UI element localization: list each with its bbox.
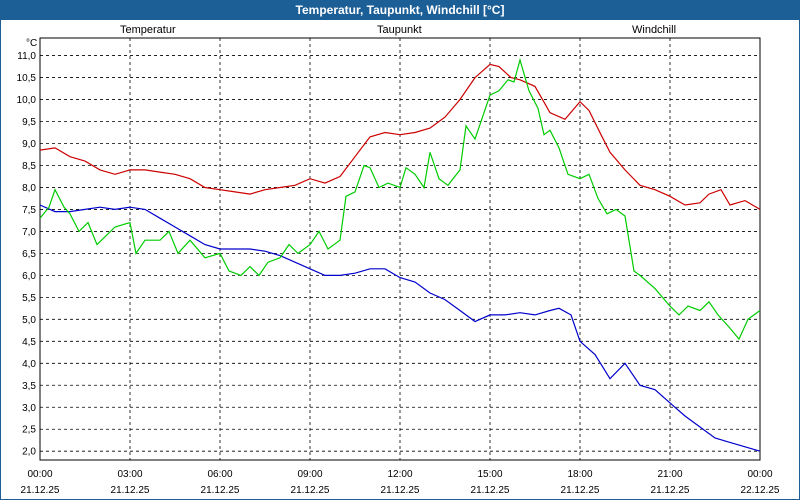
y-tick-label: 2,5 [22,425,36,436]
x-tick-date: 21.12.25 [651,485,690,496]
x-tick-date: 21.12.25 [201,485,240,496]
y-tick-label: 9,0 [22,139,36,150]
series-line-taupunkt [39,204,761,452]
y-tick-label: 5,0 [22,315,36,326]
y-tick-label: 7,5 [22,205,36,216]
y-tick-label: 4,0 [22,359,36,370]
legend-temperatur: Temperatur [120,24,176,36]
x-tick-time: 06:00 [207,469,232,480]
x-tick-date: 21.12.25 [111,485,150,496]
x-tick-time: 18:00 [567,469,592,480]
x-tick-time: 03:00 [117,469,142,480]
x-tick-date: 21.12.25 [471,485,510,496]
grid-lines [40,38,760,460]
y-tick-label: 5,5 [22,293,36,304]
y-tick-labels: 2,0 2,5 3,0 3,5 4,0 4,5 5,0 5,5 6,0 6,5 7,0 7,5 8,0 8… [17,51,37,458]
x-tick-time: 15:00 [477,469,502,480]
series-line-windchill [39,57,761,341]
y-tick-label: 10,5 [17,73,37,84]
y-tick-label: 3,5 [22,381,36,392]
y-tick-label: 8,5 [22,161,36,172]
y-tick-label: 6,5 [22,249,36,260]
legend-taupunkt: Taupunkt [377,24,422,36]
y-tick-label: 10,0 [17,95,37,106]
plot-area [39,37,761,461]
x-tick-time: 12:00 [387,469,412,480]
x-tick-time: 21:00 [657,469,682,480]
x-tick-time: 00:00 [747,469,772,480]
series-line-temperatur [39,63,761,210]
x-tick-date: 21.12.25 [381,485,420,496]
x-tick-date: 21.12.25 [291,485,330,496]
y-axis-unit: °C [26,38,38,49]
x-tick-time: 00:00 [27,469,52,480]
y-tick-label: 2,0 [22,447,36,458]
plot-border [39,37,761,461]
x-tick-date: 21.12.25 [561,485,600,496]
y-tick-label: 4,5 [22,337,36,348]
x-tick-labels: 00:00 21.12.25 03:00 21.12.25 06:00 21.12.25 0… [21,469,780,496]
y-tick-label: 11,0 [17,51,36,62]
y-tick-label: 9,5 [22,117,36,128]
y-tick-label: 8,0 [22,183,36,194]
y-tick-label: 3,0 [22,403,36,414]
chart-title: Temperatur, Taupunkt, Windchill [°C] [0,0,800,20]
y-tick-label: 7,0 [22,227,36,238]
x-tick-date: 22.12.25 [741,485,780,496]
y-tick-label: 6,0 [22,271,36,282]
x-tick-date: 21.12.25 [21,485,60,496]
series-lines [39,57,761,452]
x-tick-time: 09:00 [297,469,322,480]
legend-windchill: Windchill [632,24,677,36]
